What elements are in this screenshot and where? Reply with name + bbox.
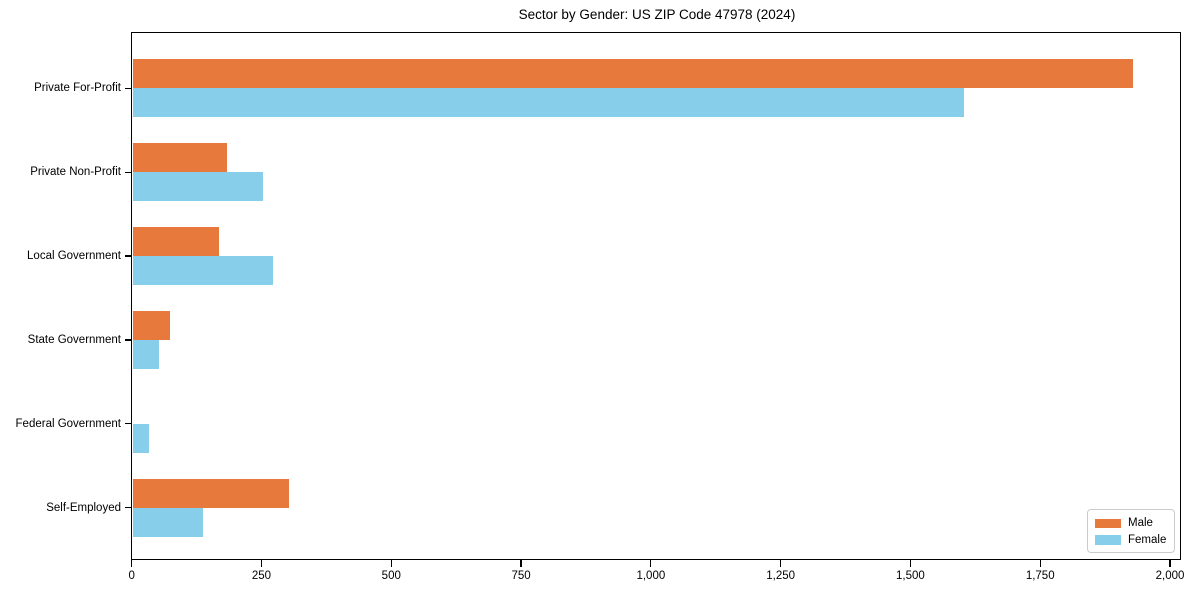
y-tick-mark — [124, 255, 132, 257]
female-series-swatch-icon — [1095, 535, 1121, 545]
bar-female — [133, 423, 149, 453]
x-tick-mark — [909, 560, 911, 567]
y-tick-label: Private For-Profit — [34, 82, 121, 95]
legend-label-female: Female — [1128, 533, 1167, 546]
x-tick-label: 250 — [251, 570, 272, 582]
y-tick-label: State Government — [27, 333, 121, 346]
legend-entry-male: Male — [1095, 516, 1167, 530]
bar-male — [133, 478, 289, 508]
legend: Male Female — [1087, 509, 1175, 553]
x-tick-mark — [260, 560, 263, 567]
x-tick-label: 1,500 — [896, 570, 925, 582]
x-tick-mark — [780, 560, 782, 567]
x-tick-label: 750 — [511, 570, 531, 582]
y-tick-label: Federal Government — [15, 417, 121, 430]
bar-male — [133, 227, 219, 257]
x-tick-mark — [520, 560, 522, 567]
y-tick-mark — [124, 507, 132, 509]
y-tick-mark — [124, 423, 132, 425]
bar-male — [133, 310, 170, 340]
x-tick-mark — [1039, 560, 1041, 567]
y-tick-label: Local Government — [27, 250, 121, 263]
x-tick-mark — [131, 560, 133, 567]
x-tick-mark — [390, 560, 392, 567]
y-tick-label: Private Non-Profit — [30, 166, 121, 179]
y-tick-mark — [124, 87, 132, 89]
x-tick-label: 1,750 — [1025, 570, 1055, 582]
x-tick-label: 1,000 — [636, 570, 666, 582]
bar-male — [133, 59, 1133, 89]
chart-title: Sector by Gender: US ZIP Code 47978 (202… — [518, 7, 796, 22]
bar-female — [133, 256, 274, 286]
y-tick-label: Self-Employed — [46, 501, 121, 514]
x-tick-mark — [650, 560, 652, 567]
bar-female — [133, 339, 160, 369]
x-tick-label: 0 — [128, 570, 135, 582]
y-tick-mark — [124, 171, 132, 173]
bar-female — [133, 88, 964, 118]
y-tick-mark — [124, 339, 132, 341]
bar-male — [133, 143, 227, 173]
x-tick-label: 2,000 — [1155, 570, 1185, 582]
x-tick-label: 1,250 — [766, 570, 796, 582]
x-tick-label: 500 — [381, 570, 401, 582]
bar-female — [133, 172, 263, 202]
legend-entry-female: Female — [1095, 533, 1167, 547]
legend-label-male: Male — [1128, 517, 1153, 530]
male-series-swatch-icon — [1095, 518, 1121, 528]
plot-area — [131, 32, 1181, 560]
x-tick-mark — [1169, 560, 1171, 567]
bar-female — [133, 507, 204, 537]
